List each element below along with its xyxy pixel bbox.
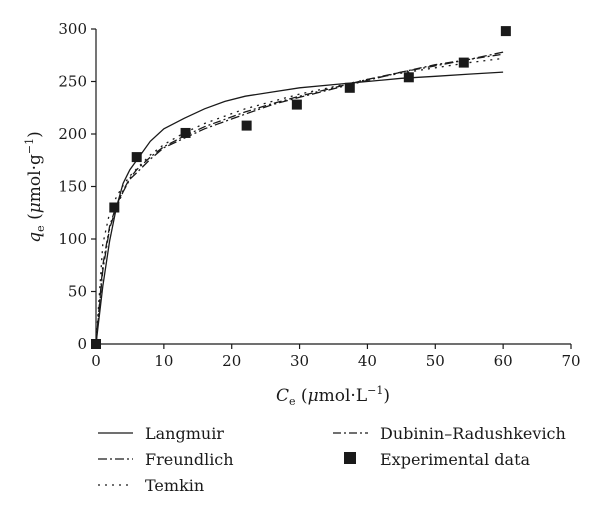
y-tick-label: 200 <box>58 125 87 143</box>
x-axis-title: Ce (μmol·L−1) <box>276 384 390 408</box>
y-tick-label: 100 <box>58 230 87 248</box>
series-line-freundlich <box>95 51 504 345</box>
y-axis-title: qe (μmol·g−1) <box>23 131 47 242</box>
data-point-experimental-data <box>180 127 191 138</box>
data-point-experimental-data <box>131 152 142 163</box>
legend-label-temkin: Temkin <box>145 476 204 495</box>
x-tick-label: 20 <box>222 352 241 370</box>
data-point-experimental-data <box>291 99 302 110</box>
series-line-dubinin-radushkevich <box>95 53 504 345</box>
legend: Langmuir Freundlich Temkin Dubinin–Radus… <box>98 424 566 495</box>
series-line-temkin <box>95 57 504 345</box>
x-tick-label: 10 <box>154 352 173 370</box>
y-tick-label: 0 <box>77 335 87 353</box>
legend-swatch-experimental-data <box>344 452 356 464</box>
data-point-experimental-data <box>344 82 355 93</box>
data-point-experimental-data <box>241 120 252 131</box>
x-tick-label: 60 <box>494 352 513 370</box>
y-tick-label: 250 <box>58 73 87 91</box>
data-point-experimental-data <box>458 57 469 68</box>
plot-area: 0 10 20 30 40 50 60 70 0 50 100 150 200 250 300 <box>58 20 580 370</box>
y-tick-label: 150 <box>58 178 87 196</box>
legend-item-langmuir: Langmuir <box>98 424 224 443</box>
x-tick-label: 0 <box>91 352 101 370</box>
legend-label-langmuir: Langmuir <box>145 424 224 443</box>
series-line-langmuir <box>95 71 504 345</box>
x-tick-label: 50 <box>426 352 445 370</box>
y-tick-label: 300 <box>58 20 87 38</box>
legend-item-freundlich: Freundlich <box>98 450 234 469</box>
y-tick-label: 50 <box>68 283 87 301</box>
legend-label-experimental-data: Experimental data <box>380 450 531 469</box>
legend-label-freundlich: Freundlich <box>145 450 234 469</box>
data-point-experimental-data <box>403 72 414 83</box>
legend-label-dubinin-radushkevich: Dubinin–Radushkevich <box>380 424 566 443</box>
data-point-experimental-data <box>109 202 120 213</box>
x-tick-label: 70 <box>561 352 580 370</box>
data-point-experimental-data <box>91 339 101 349</box>
x-tick-label: 30 <box>290 352 309 370</box>
legend-item-experimental-data: Experimental data <box>344 450 531 469</box>
legend-item-dubinin-radushkevich: Dubinin–Radushkevich <box>333 424 566 443</box>
data-point-experimental-data <box>500 26 511 37</box>
x-tick-label: 40 <box>358 352 377 370</box>
legend-item-temkin: Temkin <box>98 476 204 495</box>
